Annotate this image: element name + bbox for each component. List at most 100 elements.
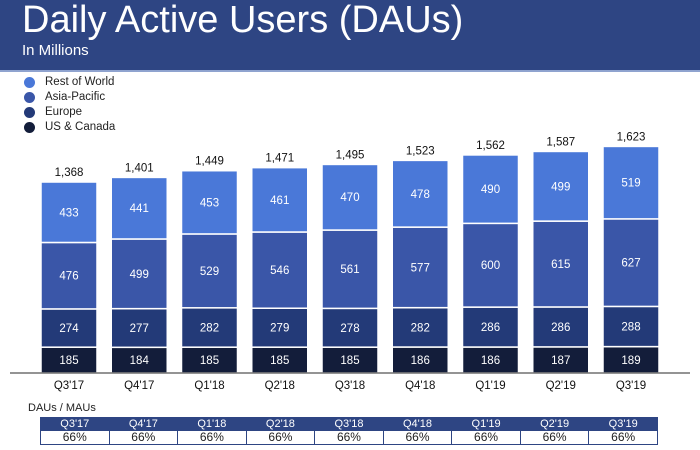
total-label: 1,495 bbox=[336, 149, 365, 161]
data-label: 187 bbox=[551, 355, 570, 367]
bar-segment bbox=[461, 346, 520, 374]
bar-segment bbox=[110, 176, 168, 240]
data-label: 453 bbox=[200, 197, 219, 209]
bar-segment bbox=[180, 169, 239, 235]
data-label: 615 bbox=[551, 259, 570, 271]
bar-segment bbox=[180, 346, 239, 374]
legend-swatch bbox=[24, 107, 35, 118]
bar-segment bbox=[461, 306, 520, 348]
legend-label: US & Canada bbox=[45, 121, 116, 133]
data-label: 478 bbox=[411, 189, 430, 201]
data-label: 278 bbox=[340, 323, 359, 335]
data-label: 490 bbox=[481, 184, 500, 196]
table-cell: 66% bbox=[519, 430, 590, 445]
legend-swatch bbox=[24, 122, 35, 133]
legend-label: Rest of World bbox=[45, 76, 115, 88]
page-title: Daily Active Users (DAUs) bbox=[22, 0, 464, 41]
total-label: 1,587 bbox=[546, 136, 575, 148]
x-tick-label: Q2'19 bbox=[546, 380, 576, 392]
x-tick-label: Q3'17 bbox=[54, 380, 84, 392]
bar-segment bbox=[251, 231, 309, 309]
x-tick-label: Q1'19 bbox=[475, 380, 505, 392]
x-tick-label: Q2'18 bbox=[265, 380, 295, 392]
table-cell: 66% bbox=[382, 430, 453, 445]
data-label: 286 bbox=[551, 322, 570, 334]
x-tick-label: Q3'18 bbox=[335, 380, 365, 392]
bar-segment bbox=[391, 159, 449, 228]
table-header-cell: Q1'18 bbox=[177, 417, 247, 431]
table-cell: 66% bbox=[588, 430, 658, 445]
total-label: 1,562 bbox=[476, 140, 505, 152]
bar-segment bbox=[110, 307, 168, 349]
legend-item-asia-pacific: Asia-Pacific bbox=[24, 90, 115, 105]
legend-item-us-canada: US & Canada bbox=[24, 120, 115, 135]
dau-mau-table: Q3'17 Q4'17 Q1'18 Q2'18 Q3'18 Q4'18 Q1'19 Q2'19… bbox=[40, 417, 658, 445]
table-header-cell: Q3'19 bbox=[588, 417, 658, 431]
total-label: 1,623 bbox=[617, 131, 646, 143]
table-cell: 66% bbox=[245, 430, 316, 445]
bar-segment bbox=[321, 346, 379, 374]
data-label: 277 bbox=[130, 323, 149, 335]
data-label: 441 bbox=[130, 203, 149, 215]
data-label: 470 bbox=[340, 192, 359, 204]
table-cell: 66% bbox=[314, 430, 384, 445]
legend-label: Europe bbox=[45, 106, 83, 118]
table-header-row: Q3'17 Q4'17 Q1'18 Q2'18 Q3'18 Q4'18 Q1'19 Q2'19… bbox=[40, 417, 658, 431]
data-label: 529 bbox=[200, 266, 219, 278]
data-label: 476 bbox=[59, 271, 78, 283]
legend-label: Asia-Pacific bbox=[45, 91, 106, 103]
table-header-cell: Q3'17 bbox=[40, 417, 110, 431]
data-label: 577 bbox=[411, 262, 430, 274]
bar-segment bbox=[532, 150, 590, 222]
bar-segment bbox=[532, 346, 590, 374]
legend-item-europe: Europe bbox=[24, 105, 115, 120]
table-cell: 66% bbox=[108, 430, 179, 445]
bar-segment bbox=[251, 307, 309, 348]
total-label: 1,449 bbox=[195, 156, 224, 168]
stacked-bar-chart: 185 274 476 433 1,368 Q3'17 184 277 499 441 1,401 Q… bbox=[10, 131, 690, 392]
x-tick-label: Q1'18 bbox=[194, 380, 224, 392]
data-label: 561 bbox=[340, 264, 359, 276]
data-label: 279 bbox=[270, 323, 289, 335]
total-label: 1,368 bbox=[55, 167, 84, 179]
bar-segment bbox=[602, 145, 660, 220]
table-header-cell: Q4'17 bbox=[108, 417, 179, 431]
legend-swatch bbox=[24, 77, 35, 88]
table-header-cell: Q3'18 bbox=[314, 417, 384, 431]
data-label: 274 bbox=[59, 323, 79, 335]
bar-segment bbox=[602, 305, 660, 348]
legend-swatch bbox=[24, 92, 35, 103]
data-label: 185 bbox=[270, 355, 289, 367]
data-label: 186 bbox=[411, 355, 430, 367]
data-label: 499 bbox=[130, 269, 149, 281]
data-label: 282 bbox=[200, 322, 219, 334]
table-header-cell: Q4'18 bbox=[382, 417, 453, 431]
data-label: 546 bbox=[270, 265, 289, 277]
x-tick-label: Q4'18 bbox=[405, 380, 435, 392]
data-label: 519 bbox=[621, 178, 640, 190]
bar-segment bbox=[391, 226, 449, 309]
table-header-cell: Q1'19 bbox=[451, 417, 521, 431]
bar-segment bbox=[321, 163, 379, 231]
table-cell: 66% bbox=[40, 430, 110, 445]
x-tick-label: Q3'19 bbox=[616, 380, 646, 392]
data-label: 600 bbox=[481, 260, 500, 272]
bar-segment bbox=[532, 220, 590, 308]
legend: Rest of World Asia-Pacific Europe US & C… bbox=[24, 75, 115, 135]
data-label: 185 bbox=[200, 355, 219, 367]
table-header-cell: Q2'19 bbox=[519, 417, 590, 431]
bar-segment bbox=[321, 229, 379, 310]
bar-segment bbox=[40, 241, 98, 310]
data-label: 286 bbox=[481, 322, 500, 334]
data-label: 184 bbox=[130, 355, 150, 367]
legend-item-rest-of-world: Rest of World bbox=[24, 75, 115, 90]
bar-segment bbox=[251, 166, 309, 233]
bar-segment bbox=[251, 346, 309, 374]
bar-segment bbox=[40, 181, 98, 244]
header-banner: Daily Active Users (DAUs) In Millions bbox=[0, 0, 700, 72]
data-label: 189 bbox=[621, 355, 640, 367]
table-cell: 66% bbox=[177, 430, 247, 445]
data-label: 282 bbox=[411, 322, 430, 334]
data-label: 288 bbox=[621, 322, 640, 334]
page-subtitle: In Millions bbox=[22, 42, 89, 59]
